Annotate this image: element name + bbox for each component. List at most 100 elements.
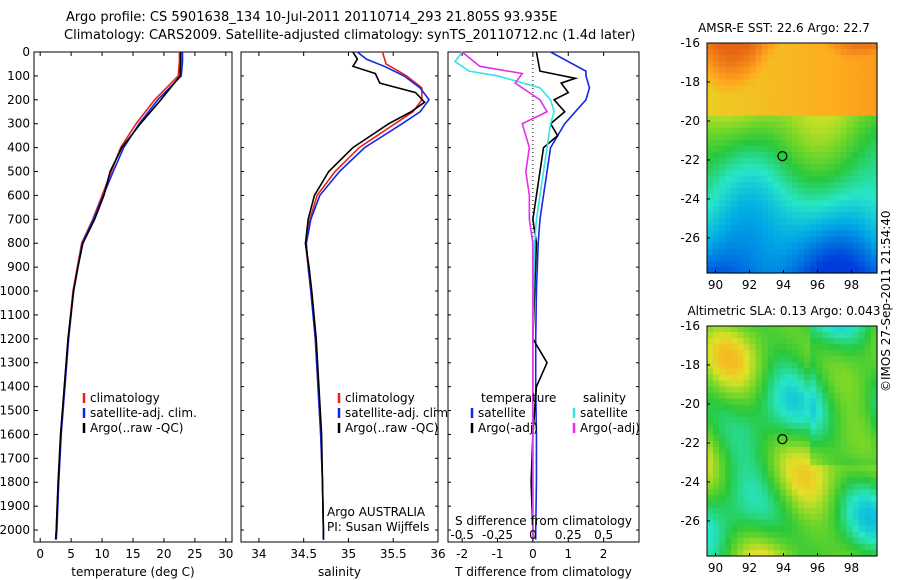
temperature-xtick-label: 0 <box>36 547 44 561</box>
sst_map-cell <box>852 200 860 208</box>
sla_map-cell <box>870 362 878 369</box>
sst_map-cell <box>779 254 787 262</box>
sla_map-cell <box>737 549 745 557</box>
sla_map-cell <box>749 386 757 394</box>
sst_map-cell <box>737 200 745 208</box>
sst_map-cell <box>822 55 830 62</box>
sla_map-cell <box>749 362 757 369</box>
temperature-legend-label: climatology <box>90 391 160 405</box>
sst_map-cell <box>761 260 769 268</box>
sst_map-cell <box>828 151 836 159</box>
sst_map-cell <box>707 254 714 262</box>
difference-legend-label: Argo(-adj) <box>478 421 538 435</box>
sst_map-cell <box>719 260 726 268</box>
sst_map-cell <box>785 248 793 256</box>
sst_map-cell <box>761 109 769 117</box>
sla_map-cell <box>858 531 866 539</box>
sla_map-cell <box>707 453 714 460</box>
sla_map-cell <box>755 537 763 545</box>
sst_map-cell <box>810 230 817 238</box>
sla_map-cell <box>773 338 781 345</box>
sst_map-cell <box>840 103 848 111</box>
sla_map-cell <box>725 453 732 460</box>
sst_map-cell <box>785 145 793 153</box>
sst_map-cell <box>761 230 769 238</box>
sst_map-cell <box>810 248 817 256</box>
sla_map-cell <box>767 362 775 369</box>
sla_map-cell <box>846 404 854 412</box>
sst_map-cell <box>852 133 860 141</box>
sst_map-cell <box>834 194 842 201</box>
sla_map-cell <box>834 326 842 333</box>
sst_map-cell <box>792 182 799 189</box>
sla_map-cell <box>834 338 842 345</box>
sla_map-cell <box>749 489 757 497</box>
sst_map-cell <box>755 85 763 93</box>
temperature-ytick-label: 100 <box>7 69 30 83</box>
sst_map-cell <box>852 139 860 147</box>
sst_map-cell <box>755 55 763 62</box>
sst_map-cell <box>773 176 781 183</box>
sla_map-cell <box>743 489 751 497</box>
sla_map-cell <box>731 410 738 418</box>
sst_map-cell <box>785 182 793 189</box>
sla_map-cell <box>743 543 751 551</box>
sst_map-cell <box>822 115 830 123</box>
sla_map-cell <box>870 338 878 345</box>
sla_map-cell <box>816 356 823 363</box>
sla_map-cell <box>761 471 769 478</box>
sla_map-cell <box>810 441 817 448</box>
sla_map-cell <box>810 507 817 515</box>
sla_map-cell <box>749 344 757 351</box>
sla_map-cell <box>767 483 775 491</box>
sla_map-cell <box>713 537 720 545</box>
sla_map-cell <box>858 543 866 551</box>
temperature-xtick-label: 25 <box>187 547 202 561</box>
sla_map-cell <box>792 422 799 430</box>
sst_map-cell <box>816 212 823 220</box>
sla_map-ytick-label: -20 <box>680 397 700 411</box>
sla_map-cell <box>767 380 775 388</box>
sst_map-cell <box>840 61 848 68</box>
sst_map-cell <box>870 55 878 62</box>
sst_map-cell <box>743 121 751 129</box>
sst_map-cell <box>864 224 872 232</box>
sla_map-cell <box>767 410 775 418</box>
sla_map-cell <box>792 537 799 545</box>
sla_map-cell <box>804 410 811 418</box>
sst_map-cell <box>864 176 872 183</box>
sst_map-cell <box>743 176 751 183</box>
sla_map-cell <box>755 465 763 472</box>
sst_map-cell <box>852 103 860 111</box>
sst_map-cell <box>870 91 878 99</box>
sla_map-cell <box>846 489 854 497</box>
sst_map-cell <box>864 182 872 189</box>
sst_map-cell <box>755 170 763 177</box>
sst_map-cell <box>816 158 823 165</box>
sst_map-cell <box>779 127 787 135</box>
sst_map-cell <box>864 230 872 238</box>
sla_map-cell <box>834 513 842 521</box>
sla_map-cell <box>792 531 799 539</box>
sst_map-cell <box>761 200 769 208</box>
sst_map-cell <box>870 103 878 111</box>
sla_map-cell <box>737 326 745 333</box>
sla_map-xtick-label: 92 <box>742 561 757 575</box>
sla_map-cell <box>725 543 732 551</box>
sla_map-cell <box>828 483 836 491</box>
sst_map-cell <box>707 145 714 153</box>
sla_map-cell <box>767 471 775 478</box>
sla_map-cell <box>792 380 799 388</box>
sla_map-cell <box>713 416 720 424</box>
sla_map-cell <box>864 428 872 436</box>
sla_map-cell <box>864 441 872 448</box>
sst_map-cell <box>767 139 775 147</box>
sst_map-cell <box>840 145 848 153</box>
sst_map-cell <box>792 176 799 183</box>
sst_map-cell <box>828 242 836 250</box>
sla_map-cell <box>749 543 757 551</box>
sla_map-cell <box>816 501 823 509</box>
sst_map-cell <box>864 109 872 117</box>
sst_map-cell <box>749 67 757 74</box>
sla_map-cell <box>846 422 854 430</box>
